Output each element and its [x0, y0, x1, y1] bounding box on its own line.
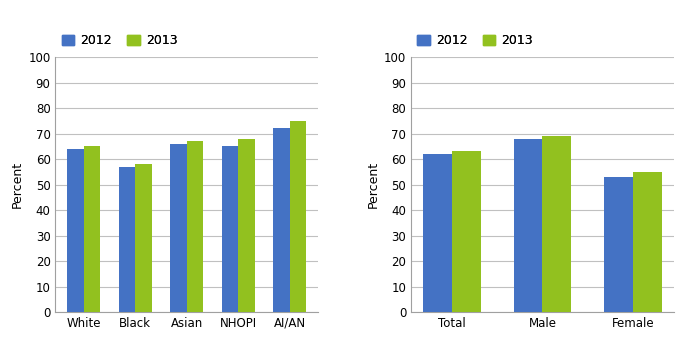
- Bar: [136, 164, 152, 312]
- Bar: [238, 139, 255, 312]
- Bar: [171, 144, 187, 312]
- Bar: [290, 121, 306, 312]
- Y-axis label: Percent: Percent: [366, 161, 379, 208]
- Bar: [222, 146, 238, 312]
- Bar: [452, 151, 481, 312]
- Bar: [187, 141, 203, 312]
- Legend: 2012, 2013: 2012, 2013: [417, 34, 533, 47]
- Bar: [633, 172, 662, 312]
- Legend: 2012, 2013: 2012, 2013: [62, 34, 177, 47]
- Bar: [543, 136, 571, 312]
- Bar: [514, 139, 543, 312]
- Bar: [119, 167, 136, 312]
- Bar: [423, 154, 452, 312]
- Bar: [604, 177, 633, 312]
- Y-axis label: Percent: Percent: [11, 161, 24, 208]
- Bar: [84, 146, 100, 312]
- Bar: [273, 129, 290, 312]
- Bar: [67, 149, 84, 312]
